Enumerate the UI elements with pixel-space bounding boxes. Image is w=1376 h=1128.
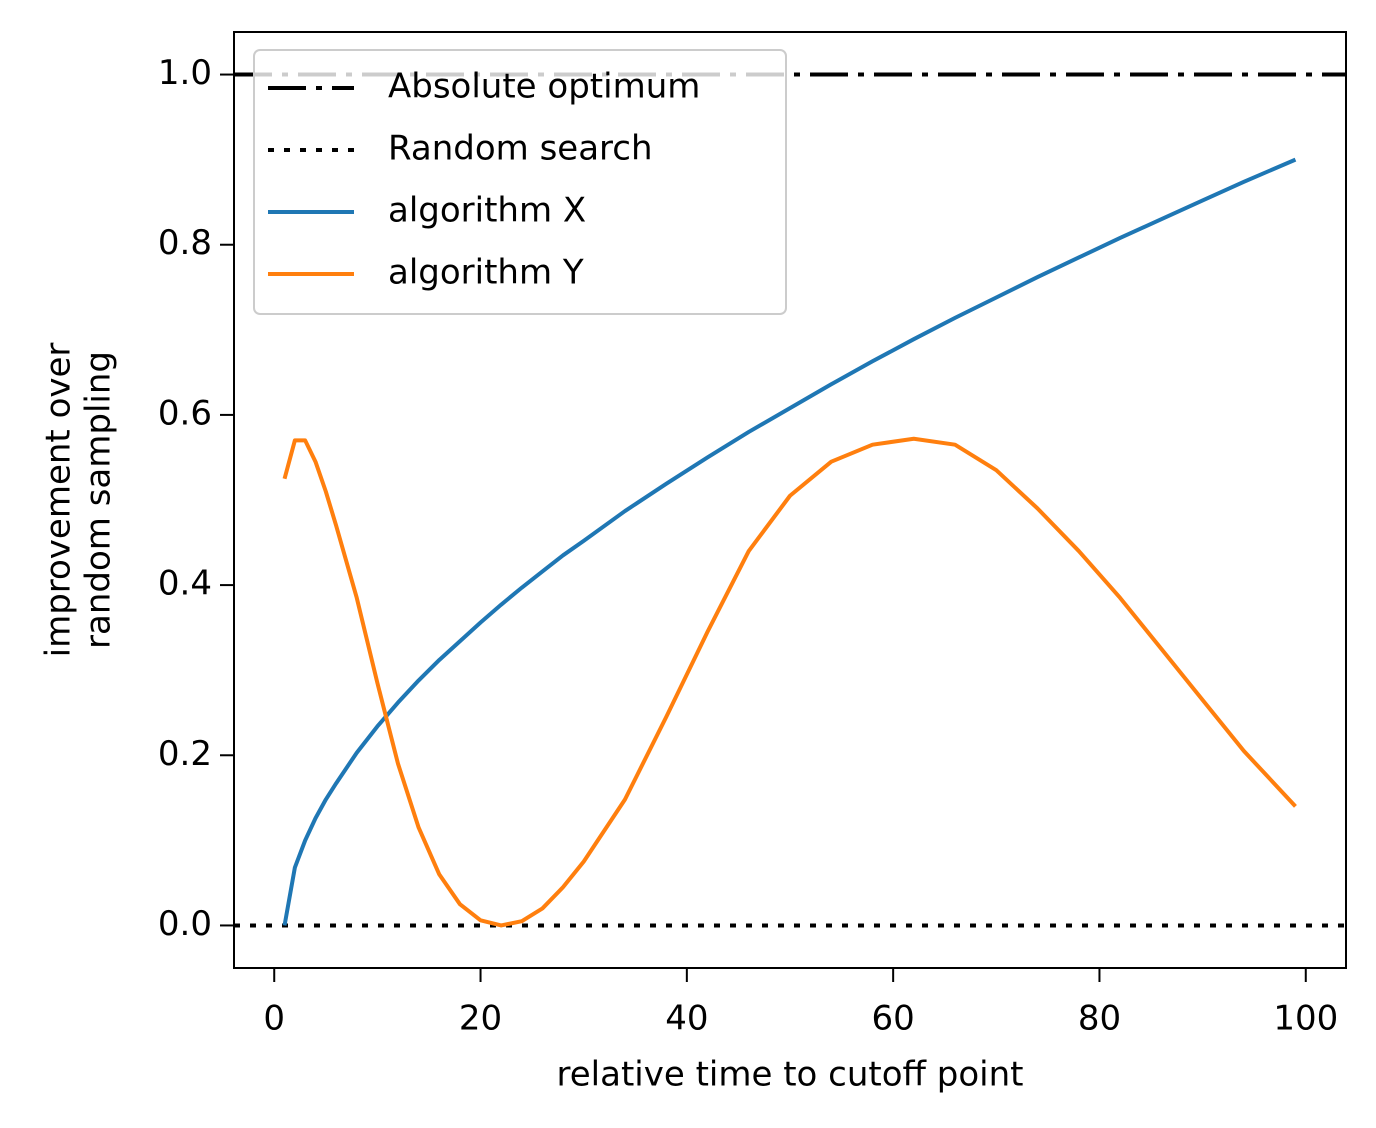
legend: Absolute optimum Random search algorithm X…: [253, 49, 787, 315]
legend-label: algorithm Y: [388, 253, 584, 293]
plot-frame: [233, 31, 1347, 969]
y-tick-label: 0.4: [158, 564, 212, 604]
y-tick-label: 1.0: [158, 53, 212, 93]
x-tick-label: 60: [872, 999, 915, 1039]
x-tick-label: 100: [1273, 999, 1338, 1039]
legend-label: Absolute optimum: [388, 67, 700, 107]
x-axis-label: relative time to cutoff point: [557, 1055, 1024, 1095]
y-axis-label: improvement over: [39, 343, 79, 658]
series-line: [282, 157, 1297, 926]
x-tick-label: 80: [1078, 999, 1121, 1039]
x-tick-label: 0: [263, 999, 285, 1039]
y-tick-label: 0.2: [158, 734, 212, 774]
legend-box: [253, 49, 787, 315]
y-axis-label: random sampling: [79, 351, 119, 649]
y-tick-label: 0.8: [158, 223, 212, 263]
y-tick-label: 0.6: [158, 393, 212, 433]
series-line: [282, 436, 1297, 928]
x-tick-label: 20: [459, 999, 502, 1039]
x-tick-label: 40: [665, 999, 708, 1039]
y-tick-label: 0.0: [158, 904, 212, 944]
legend-label: Random search: [388, 129, 653, 169]
legend-label: algorithm X: [388, 191, 586, 231]
